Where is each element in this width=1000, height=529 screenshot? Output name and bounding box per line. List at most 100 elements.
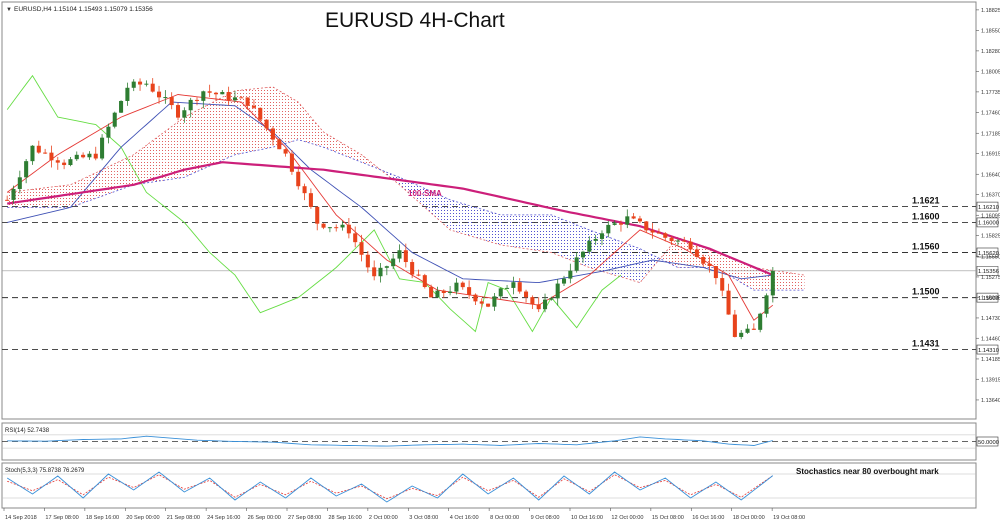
- candle-bear: [707, 263, 712, 267]
- candle-bear: [372, 267, 377, 277]
- candle-bull: [543, 299, 548, 310]
- y-tick-label: 1.14185: [981, 357, 1000, 363]
- y-tick-label: 1.17185: [981, 131, 1000, 137]
- candle-bull: [574, 257, 579, 271]
- candle-bear: [62, 162, 67, 166]
- cloud-segment: [184, 113, 191, 178]
- candle-bull: [454, 282, 459, 292]
- candle-bear: [473, 294, 478, 302]
- cloud-segment: [178, 117, 185, 179]
- cloud-segment: [228, 90, 235, 158]
- level-price-tag: [976, 344, 999, 355]
- candle-bull: [119, 100, 124, 113]
- candle-bear: [720, 278, 725, 291]
- candle-bear: [245, 97, 250, 106]
- candle-bull: [675, 240, 680, 242]
- x-tick-label: 28 Sep 16:00: [328, 515, 361, 521]
- cloud-segment: [348, 147, 356, 160]
- candle-bear: [403, 250, 408, 263]
- candle-bear: [296, 171, 301, 187]
- candle-bear: [467, 287, 472, 295]
- candle-bear: [302, 186, 307, 194]
- x-tick-label: 10 Oct 16:00: [571, 515, 603, 521]
- candle-bear: [713, 266, 718, 279]
- candle-bull: [106, 126, 111, 138]
- cloud-segment: [570, 222, 577, 263]
- level-price-tag: [976, 201, 999, 212]
- candle-bear: [321, 223, 326, 228]
- chart-menu-arrow-icon[interactable]: ▼: [6, 7, 12, 13]
- candle-bull: [555, 283, 560, 299]
- candle-bull: [593, 238, 598, 241]
- cloud-segment: [310, 117, 318, 146]
- cloud-segment: [260, 87, 267, 150]
- cloud-segment: [633, 246, 640, 283]
- candle-bear: [239, 97, 244, 99]
- candle-bear: [43, 152, 48, 154]
- candle-bull: [587, 240, 592, 252]
- level-price-tag: [976, 292, 999, 303]
- cloud-segment: [159, 131, 166, 182]
- candle-bull: [125, 87, 130, 101]
- candle-bear: [536, 304, 541, 310]
- x-tick-label: 18 Sep 16:00: [86, 515, 119, 521]
- cloud-segment: [215, 97, 223, 164]
- x-tick-label: 17 Sep 08:00: [45, 515, 78, 521]
- y-tick-label: 1.15275: [981, 275, 1000, 281]
- candle-bear: [701, 256, 706, 264]
- indicator-lines: [6, 74, 774, 333]
- y-tick-label: 1.15550: [981, 254, 1000, 260]
- x-tick-label: 21 Sep 08:00: [167, 515, 200, 521]
- candle-bear: [688, 241, 693, 250]
- candle-bull: [770, 271, 775, 296]
- cloud-segment: [26, 189, 33, 208]
- cloud-segment: [722, 255, 729, 276]
- y-tick-label: 1.18280: [981, 49, 1000, 55]
- horizontal-levels: 1.16211.162101.16001.160001.15601.156201…: [2, 196, 999, 355]
- cloud-segment: [709, 249, 716, 268]
- y-tick-label: 1.14460: [981, 336, 1000, 342]
- stoch-annotation: Stochastics near 80 overbought mark: [796, 467, 939, 476]
- cloud-segment: [627, 244, 634, 281]
- candle-bear: [346, 224, 351, 234]
- candle-bull: [131, 81, 136, 88]
- cloud-segment: [89, 172, 96, 201]
- cloud-segment: [203, 103, 210, 169]
- stoch-signal-line: [7, 474, 774, 500]
- cloud-segment: [450, 199, 457, 232]
- candle-bear: [308, 193, 313, 207]
- level-label: 1.1600: [912, 211, 940, 221]
- candle-bear: [486, 303, 491, 307]
- cloud-segment: [583, 227, 590, 268]
- stoch-panel: [2, 471, 976, 503]
- cloud-segment: [121, 157, 128, 190]
- candle-bear: [359, 242, 364, 255]
- candle-bear: [251, 105, 256, 108]
- cloud-segment: [108, 163, 115, 194]
- candle-bull: [599, 233, 605, 239]
- cloud-segment: [367, 159, 375, 168]
- cloud-segment: [102, 166, 109, 197]
- cloud-segment: [190, 110, 197, 175]
- cloud-segment: [317, 124, 324, 148]
- cloud-segment: [734, 260, 742, 283]
- cloud-segment: [545, 214, 552, 253]
- candle-bear: [460, 282, 465, 288]
- candle-bull: [68, 159, 73, 166]
- candle-bull: [74, 154, 79, 160]
- cloud-segment: [64, 184, 71, 208]
- cloud-segment: [222, 94, 229, 161]
- level-price-tag-text: 1.16210: [978, 205, 999, 211]
- cloud-segment: [329, 135, 337, 153]
- candle-bull: [397, 250, 402, 259]
- candle-bull: [87, 153, 92, 158]
- candle-bear: [49, 152, 54, 161]
- cloud-segment: [791, 273, 799, 291]
- cloud-segment: [741, 262, 748, 287]
- candle-bear: [315, 206, 320, 224]
- candle-bear: [517, 282, 522, 292]
- current-price-tag: [976, 266, 999, 276]
- candle-bear: [726, 290, 731, 315]
- candle-bull: [549, 298, 554, 300]
- candle-bull: [378, 267, 383, 277]
